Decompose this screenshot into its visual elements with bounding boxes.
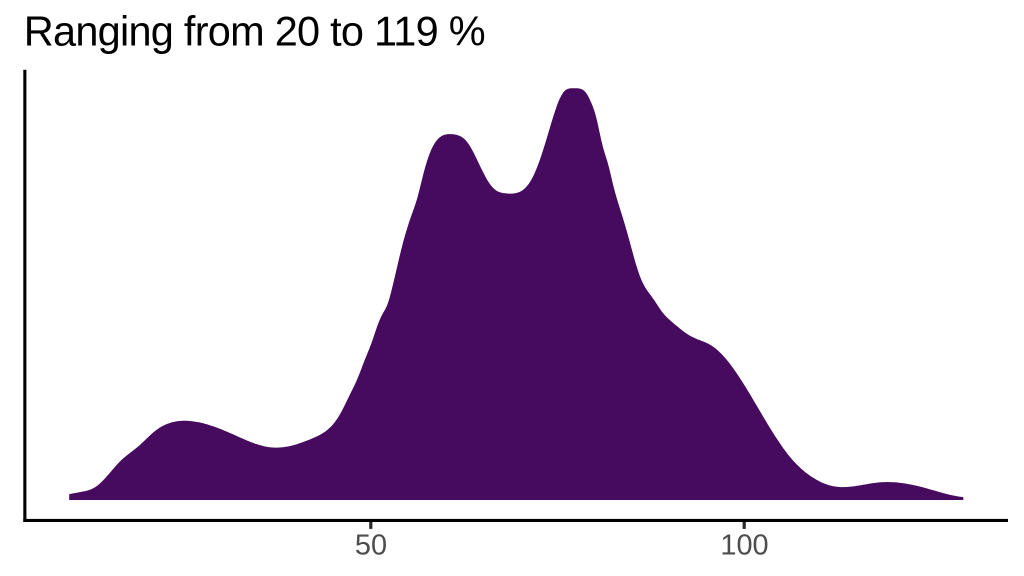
svg-text:Ranging from 20 to 119 %: Ranging from 20 to 119 % (24, 7, 485, 54)
svg-text:50: 50 (355, 530, 387, 562)
svg-text:100: 100 (720, 530, 768, 562)
